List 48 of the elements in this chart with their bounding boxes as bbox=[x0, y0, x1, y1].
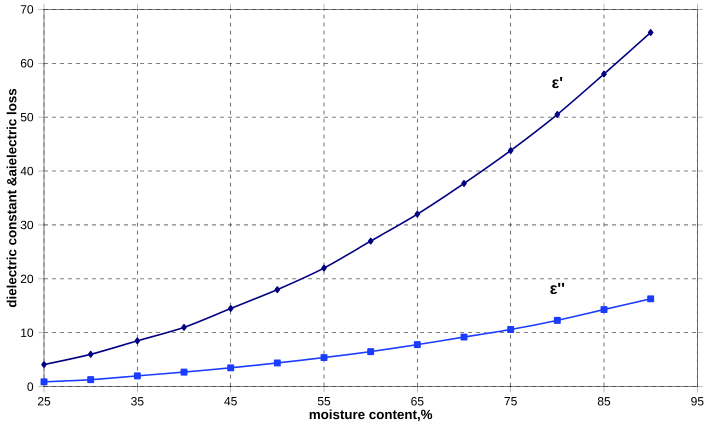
series-label: ε' bbox=[552, 77, 562, 88]
point bbox=[181, 324, 187, 331]
y-tick-label: 30 bbox=[20, 220, 34, 230]
x-tick-label: 85 bbox=[598, 397, 610, 406]
point bbox=[648, 29, 654, 36]
y-tick-label: 50 bbox=[20, 112, 34, 122]
point bbox=[507, 326, 514, 333]
point bbox=[647, 295, 654, 302]
point bbox=[274, 286, 280, 294]
point bbox=[40, 378, 48, 386]
point bbox=[367, 348, 374, 356]
x-tick-label: 95 bbox=[691, 397, 704, 406]
y-tick-label: 40 bbox=[20, 166, 34, 176]
x-tick-label: 35 bbox=[131, 397, 144, 406]
point bbox=[134, 337, 140, 344]
y-axis-title: dielectric constant &aielectric loss bbox=[6, 88, 16, 308]
x-tick-label: 45 bbox=[224, 397, 237, 406]
point bbox=[368, 238, 374, 245]
point bbox=[601, 70, 607, 78]
point bbox=[180, 368, 188, 376]
point bbox=[414, 341, 421, 348]
point bbox=[274, 359, 281, 366]
point bbox=[600, 306, 608, 314]
point bbox=[41, 361, 47, 368]
x-tick-label: 75 bbox=[504, 397, 517, 406]
point bbox=[321, 264, 327, 272]
x-tick-label: 25 bbox=[38, 397, 50, 406]
y-tick-label: 70 bbox=[20, 5, 34, 14]
point bbox=[227, 364, 234, 372]
point bbox=[228, 305, 234, 312]
y-tick-label: 0 bbox=[27, 382, 34, 391]
point bbox=[554, 110, 560, 118]
point bbox=[554, 316, 561, 324]
point bbox=[508, 147, 514, 154]
x-tick-label: 65 bbox=[411, 397, 424, 406]
point bbox=[320, 354, 328, 362]
x-tick-label: 55 bbox=[318, 397, 330, 406]
point bbox=[88, 350, 94, 358]
point bbox=[134, 372, 141, 380]
y-tick-label: 60 bbox=[20, 58, 34, 68]
series-label: ε'' bbox=[550, 282, 564, 294]
x-axis-title: moisture content,% bbox=[310, 409, 432, 422]
point bbox=[461, 180, 467, 187]
point bbox=[460, 334, 468, 341]
y-tick-label: 20 bbox=[20, 274, 34, 284]
point bbox=[414, 210, 420, 218]
point bbox=[87, 376, 94, 384]
y-tick-label: 10 bbox=[21, 328, 34, 338]
